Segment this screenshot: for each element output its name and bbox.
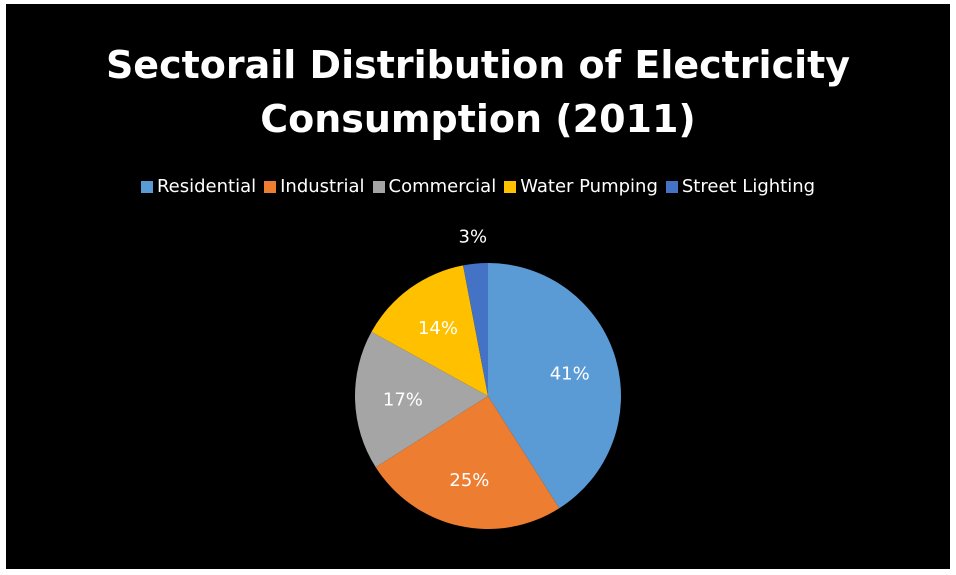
pie-slice-street-lighting (463, 263, 488, 396)
pie-data-label: 41% (550, 363, 590, 384)
pie-slice-water-pumping (371, 265, 488, 396)
legend-label: Water Pumping (520, 176, 658, 197)
legend-swatch (264, 181, 277, 193)
pie-slice-residential (488, 262, 622, 509)
legend-swatch (372, 181, 385, 193)
legend-swatch (504, 181, 517, 193)
pie-chart: 41% 25% 17% 14% 3% (354, 227, 622, 530)
pie-slice-industrial (375, 396, 560, 530)
legend-label: Residential (156, 176, 257, 197)
chart-title: Sectorail Distribution of Electricity Co… (105, 43, 851, 141)
pie-data-label: 17% (383, 390, 423, 411)
legend-item: Commercial (372, 176, 497, 198)
legend-item: Water Pumping (504, 176, 658, 198)
legend-item: Street Lighting (665, 176, 816, 198)
pie-data-label: 25% (449, 470, 489, 491)
pie-data-label: 3% (459, 227, 488, 248)
pie-slice-commercial (354, 331, 488, 468)
legend-item: Residential (140, 176, 257, 198)
legend-label: Industrial (280, 176, 365, 197)
chart-area: Sectorail Distribution of Electricity Co… (6, 4, 950, 569)
chart-legend: Residential Industrial Commercial Water Pum… (6, 176, 950, 198)
legend-swatch (665, 181, 678, 193)
legend-swatch (140, 181, 153, 193)
legend-label: Commercial (388, 176, 497, 197)
legend-label: Street Lighting (681, 176, 816, 197)
pie-data-label: 14% (418, 318, 458, 339)
legend-item: Industrial (264, 176, 365, 198)
